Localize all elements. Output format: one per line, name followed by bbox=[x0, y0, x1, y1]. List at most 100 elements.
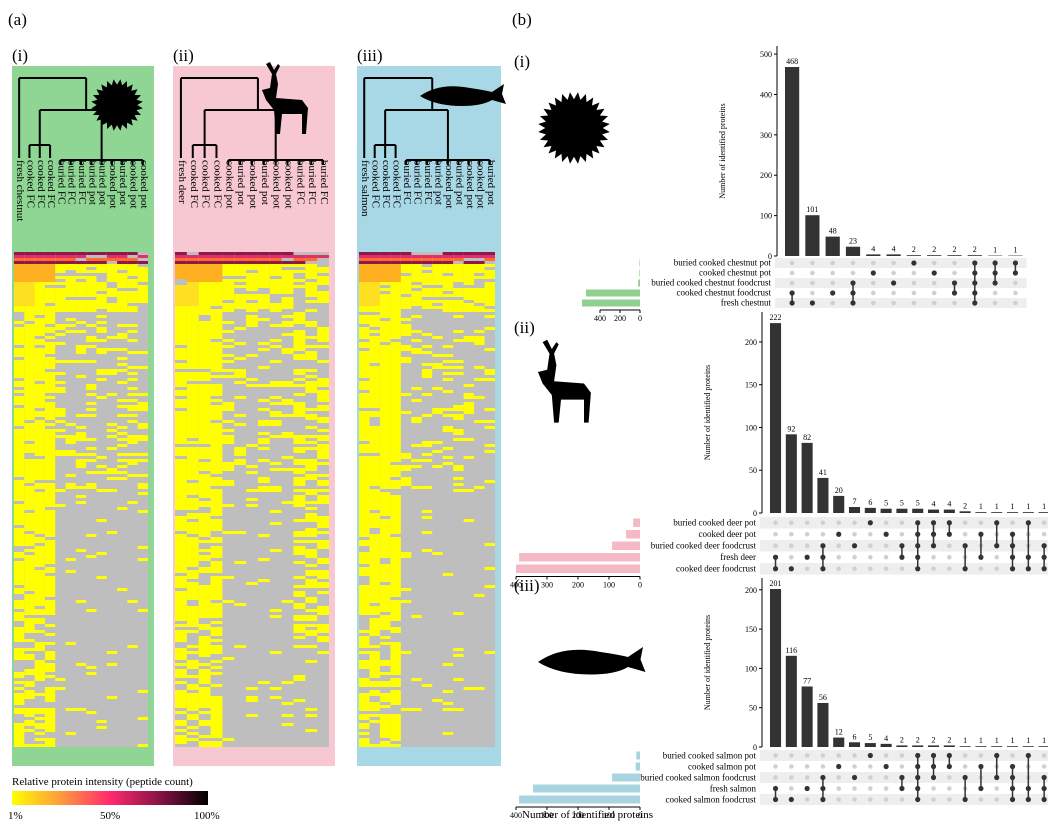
matrix-dot-active bbox=[962, 774, 968, 781]
matrix-dot bbox=[883, 554, 889, 560]
intersection-bar bbox=[1038, 512, 1048, 513]
matrix-dot bbox=[952, 270, 957, 276]
matrix-dot-active bbox=[978, 785, 984, 792]
matrix-dot-active bbox=[972, 280, 978, 286]
matrix-dot-active bbox=[951, 280, 958, 286]
matrix-dot-active bbox=[1009, 566, 1016, 572]
matrix-dot-active bbox=[1009, 774, 1016, 781]
intersection-bar-label: 12 bbox=[835, 728, 843, 737]
heatmap-i-column-label: buried pot bbox=[96, 160, 109, 205]
set-label: buried cooked salmon pot bbox=[663, 750, 757, 760]
intersection-bar-label: 92 bbox=[787, 424, 795, 433]
matrix-dot bbox=[789, 531, 794, 537]
matrix-dot-active bbox=[1012, 270, 1019, 276]
matrix-dot bbox=[850, 270, 856, 276]
matrix-dot-active bbox=[1041, 774, 1047, 781]
intersection-bar-label: 2 bbox=[912, 245, 916, 254]
intersection-bar-label: 6 bbox=[853, 732, 857, 741]
matrix-dot-active bbox=[1009, 531, 1016, 537]
matrix-dot bbox=[1010, 520, 1015, 526]
intersection-bar-label: 2 bbox=[900, 735, 904, 744]
intersection-bar-label: 222 bbox=[770, 313, 782, 322]
matrix-dot bbox=[789, 280, 795, 286]
matrix-dot-active bbox=[836, 531, 842, 537]
intersection-bar bbox=[947, 255, 962, 256]
matrix-dot bbox=[836, 775, 842, 780]
matrix-dot-active bbox=[1009, 796, 1016, 803]
legend-title: Relative protein intensity (peptide coun… bbox=[12, 776, 193, 788]
intersection-bar-label: 1 bbox=[979, 502, 983, 511]
matrix-dot bbox=[899, 566, 905, 572]
set-size-bar bbox=[586, 289, 640, 297]
matrix-dot-active bbox=[850, 290, 856, 296]
matrix-dot bbox=[947, 797, 952, 802]
matrix-dot bbox=[899, 797, 905, 802]
heatmap-ii-column-label: cooked pot bbox=[282, 160, 295, 209]
matrix-dot bbox=[911, 290, 917, 296]
matrix-row-band bbox=[775, 258, 1027, 268]
matrix-dot bbox=[899, 753, 905, 758]
heatmap-ii-column-label: buried FC bbox=[318, 160, 331, 205]
intersection-bar-label: 5 bbox=[884, 499, 888, 508]
matrix-dot bbox=[978, 520, 984, 526]
set-label: cooked chestnut pot bbox=[699, 268, 771, 278]
matrix-dot-active bbox=[915, 774, 921, 781]
matrix-dot-active bbox=[772, 566, 779, 572]
matrix-dot bbox=[852, 753, 857, 758]
deer-icon bbox=[262, 62, 308, 134]
matrix-dot bbox=[852, 786, 857, 791]
matrix-dot bbox=[911, 280, 917, 286]
heatmap-iii-column-label: cooked FC bbox=[380, 160, 393, 208]
matrix-dot bbox=[952, 300, 957, 306]
matrix-dot bbox=[830, 260, 836, 266]
matrix-dot-active bbox=[972, 300, 978, 306]
matrix-dot bbox=[868, 797, 873, 802]
matrix-dot-active bbox=[911, 260, 917, 266]
panel-a-letter: (a) bbox=[8, 10, 27, 29]
intersection-bar bbox=[833, 495, 845, 513]
heatmap-ii-column-label: cooked FC bbox=[187, 160, 200, 208]
upset-y-tick-label: 100 bbox=[745, 423, 757, 432]
heatmap-ii-column-label: buried FC bbox=[306, 160, 319, 205]
subpanel-b-i-label: (i) bbox=[514, 52, 531, 71]
intersection-bar-label: 2 bbox=[916, 735, 920, 744]
matrix-dot bbox=[911, 270, 917, 276]
matrix-dot-active bbox=[1009, 543, 1016, 549]
intersection-bar-label: 1 bbox=[1011, 736, 1015, 745]
matrix-dot bbox=[773, 520, 778, 526]
set-size-tick-label: 100 bbox=[603, 581, 615, 590]
matrix-dot-active bbox=[1041, 543, 1047, 549]
intersection-bar-label: 2 bbox=[932, 245, 936, 254]
matrix-dot bbox=[962, 520, 968, 526]
matrix-dot bbox=[852, 764, 857, 769]
subpanel-a-ii-label: (ii) bbox=[173, 46, 194, 65]
subpanel-b-iii-label: (iii) bbox=[514, 576, 540, 595]
matrix-dot bbox=[868, 566, 873, 572]
intersection-bar bbox=[785, 655, 797, 747]
intersection-bar-label: 4 bbox=[947, 500, 951, 509]
matrix-dot bbox=[789, 775, 794, 780]
matrix-dot bbox=[820, 520, 826, 526]
matrix-dot-active bbox=[930, 531, 937, 537]
matrix-dot bbox=[789, 520, 794, 526]
matrix-dot bbox=[931, 554, 936, 560]
intersection-bar bbox=[864, 743, 876, 747]
intersection-bar bbox=[785, 434, 797, 513]
matrix-dot bbox=[947, 554, 952, 560]
matrix-dot-active bbox=[994, 543, 1000, 549]
matrix-dot bbox=[992, 300, 998, 306]
matrix-dot-active bbox=[820, 774, 826, 781]
intersection-bar-label: 2 bbox=[973, 245, 977, 254]
matrix-dot bbox=[883, 797, 889, 802]
heatmap-i-column-label: buried FC bbox=[65, 160, 78, 205]
heatmap-iii-column-label: buried pot bbox=[484, 160, 497, 205]
matrix-dot bbox=[899, 764, 905, 769]
matrix-dot-active bbox=[946, 531, 952, 537]
matrix-dot bbox=[891, 300, 896, 306]
matrix-dot-active bbox=[1025, 566, 1031, 572]
matrix-dot bbox=[1013, 280, 1018, 286]
matrix-dot-active bbox=[804, 554, 810, 560]
heatmap-ii-column-label: cooked pot bbox=[223, 160, 236, 209]
intersection-bar bbox=[912, 508, 924, 513]
intersection-bar bbox=[785, 67, 800, 256]
